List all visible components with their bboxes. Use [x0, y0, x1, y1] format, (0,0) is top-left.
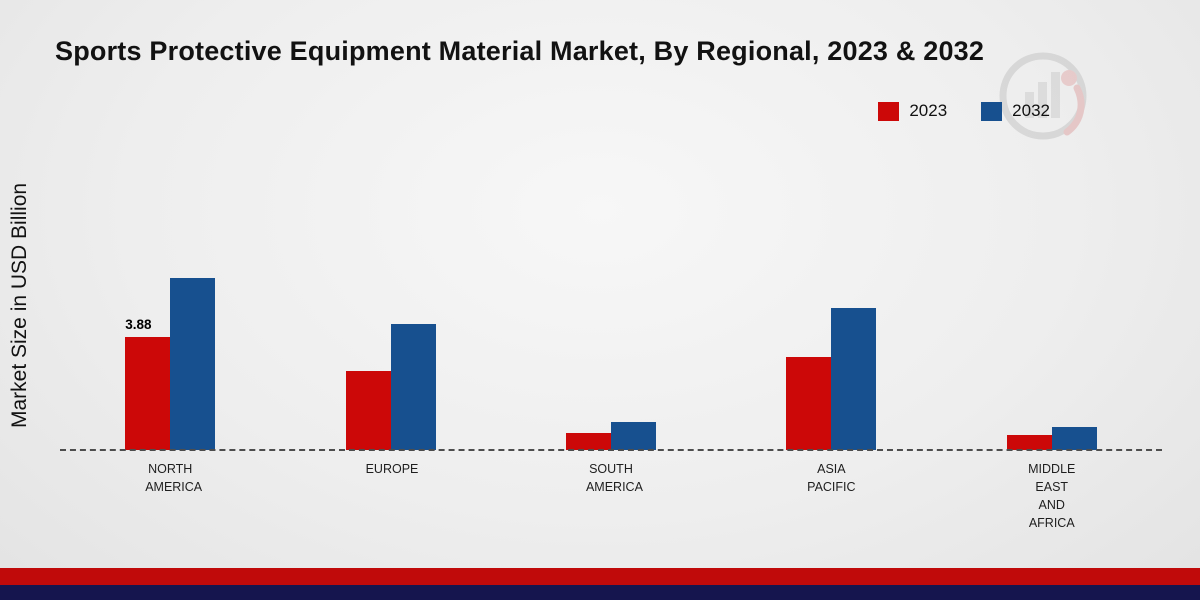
bar-2023-south-america: [565, 432, 611, 450]
bar-groups: 3.88 NORTH AMERICA EUROPE SOUTH AMERICA ASIA…: [60, 258, 1162, 530]
bars: [1006, 427, 1097, 450]
bars: [345, 324, 436, 450]
legend-swatch-2023: [878, 101, 900, 121]
bar-group-asia-pacific: ASIA PACIFIC: [786, 308, 877, 494]
plot-area: 3.88 NORTH AMERICA EUROPE SOUTH AMERICA ASIA…: [60, 258, 1162, 530]
bar-2032-asia-pacific: [831, 308, 877, 450]
baseline-dashed: [60, 449, 1162, 451]
bar-value-label: 3.88: [125, 316, 152, 332]
legend-label-2023: 2023: [909, 101, 948, 120]
bar-group-north-america: 3.88 NORTH AMERICA: [125, 277, 216, 494]
bar-group-europe: EUROPE: [345, 324, 436, 476]
legend-swatch-2032: [981, 101, 1003, 121]
bar-2023-north-america: 3.88: [125, 317, 171, 450]
bar-group-middle-east-and-africa: MIDDLE EAST AND AFRICA: [1006, 427, 1097, 530]
legend-item-2032: 2032: [981, 101, 1050, 121]
watermark-logo: [995, 48, 1091, 144]
bar-2032-europe: [390, 324, 436, 450]
legend-item-2023: 2023: [878, 101, 947, 121]
category-label: NORTH AMERICA: [145, 462, 203, 495]
bar-2032-middle-east-and-africa: [1051, 427, 1097, 450]
chart-title: Sports Protective Equipment Material Mar…: [55, 36, 985, 66]
category-label: EUROPE: [365, 462, 419, 476]
bar-group-south-america: SOUTH AMERICA: [565, 422, 656, 494]
footer-red-band: [0, 568, 1200, 585]
bars: 3.88: [125, 277, 216, 450]
y-axis-label: Market Size in USD Billion: [8, 182, 31, 428]
legend: 2023 2032: [878, 101, 1050, 121]
footer-navy-band: [0, 585, 1200, 600]
bar-2032-north-america: [170, 277, 216, 450]
legend-label-2032: 2032: [1012, 101, 1050, 120]
bars: [565, 422, 656, 450]
bar-2023-asia-pacific: [786, 356, 832, 450]
bar-2023-middle-east-and-africa: [1006, 435, 1052, 450]
category-label: ASIA PACIFIC: [807, 462, 856, 495]
category-label: MIDDLE EAST AND AFRICA: [1028, 462, 1076, 531]
bar-2032-south-america: [610, 422, 656, 450]
bar-2023-europe: [345, 371, 391, 450]
bars: [786, 308, 877, 450]
category-label: SOUTH AMERICA: [585, 462, 643, 495]
